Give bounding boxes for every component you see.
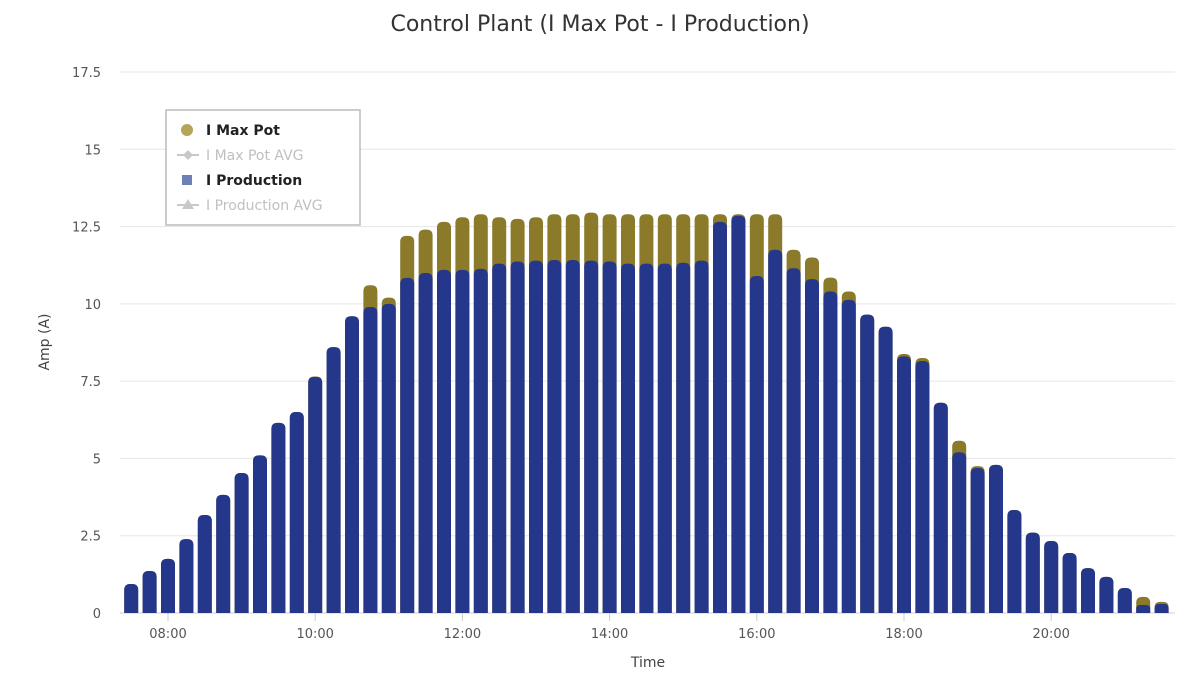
i-production-bar[interactable] <box>455 269 470 613</box>
i-production-bar[interactable] <box>565 259 580 613</box>
x-tick-label: 08:00 <box>149 627 186 642</box>
x-tick-label: 10:00 <box>296 627 333 642</box>
legend-item[interactable]: I Max Pot AVG <box>206 148 304 164</box>
i-production-bar[interactable] <box>621 263 635 613</box>
i-production-bar[interactable] <box>915 361 930 613</box>
i-production-bar[interactable] <box>179 539 194 613</box>
i-production-bar[interactable] <box>841 299 856 613</box>
i-production-bar[interactable] <box>1117 587 1132 613</box>
i-production-bar[interactable] <box>400 277 415 613</box>
y-tick-label: 5 <box>93 452 101 467</box>
i-production-bar[interactable] <box>345 316 359 613</box>
circle-icon <box>181 124 193 136</box>
i-production-bar[interactable] <box>363 306 378 613</box>
i-production-bar[interactable] <box>694 260 709 613</box>
y-tick-label: 2.5 <box>80 530 101 545</box>
y-tick-label: 12.5 <box>72 221 101 236</box>
plot-area <box>124 212 1169 614</box>
i-production-bar[interactable] <box>1025 532 1040 613</box>
i-production-bar[interactable] <box>161 558 175 613</box>
i-production-bar[interactable] <box>768 249 783 613</box>
y-axis: 0 2.5 5 7.5 10 12.5 15 17.5 <box>72 66 101 622</box>
x-tick-label: 16:00 <box>738 627 775 642</box>
x-axis: 08:00 10:00 12:00 14:00 16:00 18:00 20:00 <box>149 613 1070 642</box>
i-production-bar[interactable] <box>1044 540 1059 613</box>
i-production-bar[interactable] <box>933 402 948 613</box>
i-production-bar[interactable] <box>473 268 488 613</box>
i-production-bar[interactable] <box>124 583 139 613</box>
x-tick-label: 18:00 <box>885 627 922 642</box>
i-production-bar[interactable] <box>1007 510 1022 613</box>
x-tick-label: 12:00 <box>444 627 481 642</box>
i-production-bar[interactable] <box>657 263 672 613</box>
y-tick-label: 17.5 <box>72 66 101 81</box>
i-production-bar[interactable] <box>805 279 819 613</box>
y-tick-label: 7.5 <box>80 375 101 390</box>
i-production-bar[interactable] <box>602 261 617 613</box>
chart-title: Control Plant (I Max Pot - I Production) <box>390 12 809 37</box>
i-production-bar[interactable] <box>713 221 727 614</box>
i-production-bar[interactable] <box>970 468 985 613</box>
i-production-bar[interactable] <box>952 452 967 613</box>
i-production-bar[interactable] <box>676 262 691 613</box>
i-production-bar[interactable] <box>308 376 323 613</box>
x-tick-label: 14:00 <box>591 627 628 642</box>
legend-item[interactable]: I Max Pot <box>206 123 280 139</box>
legend: I Max Pot I Max Pot AVG I Production I Prod… <box>165 109 361 226</box>
x-axis-label: Time <box>630 655 665 671</box>
i-production-bar[interactable] <box>731 215 746 613</box>
legend-item[interactable]: I Production AVG <box>206 198 323 214</box>
legend-item[interactable]: I Production <box>206 173 302 189</box>
y-axis-label: Amp (A) <box>37 313 53 370</box>
square-icon <box>182 175 192 185</box>
i-production-bar[interactable] <box>437 269 451 613</box>
i-production-bar[interactable] <box>1154 604 1169 613</box>
i-production-bar[interactable] <box>216 494 231 613</box>
i-production-bar[interactable] <box>418 272 433 613</box>
i-production-bar[interactable] <box>529 260 543 613</box>
i-production-bar[interactable] <box>197 515 212 613</box>
i-production-bar[interactable] <box>381 303 396 613</box>
i-production-bar[interactable] <box>1062 553 1077 613</box>
i-production-bar[interactable] <box>547 259 562 613</box>
i-production-bar[interactable] <box>234 472 249 613</box>
i-production-bar[interactable] <box>289 412 304 613</box>
i-production-bar[interactable] <box>897 356 911 613</box>
i-production-bar[interactable] <box>786 268 801 613</box>
y-tick-label: 10 <box>84 298 101 313</box>
i-production-bar[interactable] <box>749 276 764 613</box>
triangle-icon <box>182 199 194 209</box>
i-production-bar[interactable] <box>584 260 599 613</box>
i-production-bar[interactable] <box>860 314 875 613</box>
i-production-bar[interactable] <box>326 347 341 613</box>
i-production-bar[interactable] <box>142 570 157 613</box>
i-production-bar[interactable] <box>1136 604 1151 613</box>
i-production-bar[interactable] <box>510 261 525 613</box>
y-tick-label: 0 <box>93 607 101 622</box>
i-production-bar[interactable] <box>492 263 507 613</box>
i-production-bar[interactable] <box>989 464 1003 613</box>
i-production-bar[interactable] <box>253 455 267 613</box>
i-production-bar[interactable] <box>1099 576 1114 613</box>
i-production-bar[interactable] <box>639 263 654 613</box>
y-tick-label: 15 <box>84 143 101 158</box>
diamond-icon <box>183 150 193 160</box>
i-production-bar[interactable] <box>823 291 838 613</box>
i-production-bar[interactable] <box>878 326 893 613</box>
i-production-bar[interactable] <box>271 422 286 613</box>
i-production-bar[interactable] <box>1081 568 1095 613</box>
x-tick-label: 20:00 <box>1032 627 1069 642</box>
